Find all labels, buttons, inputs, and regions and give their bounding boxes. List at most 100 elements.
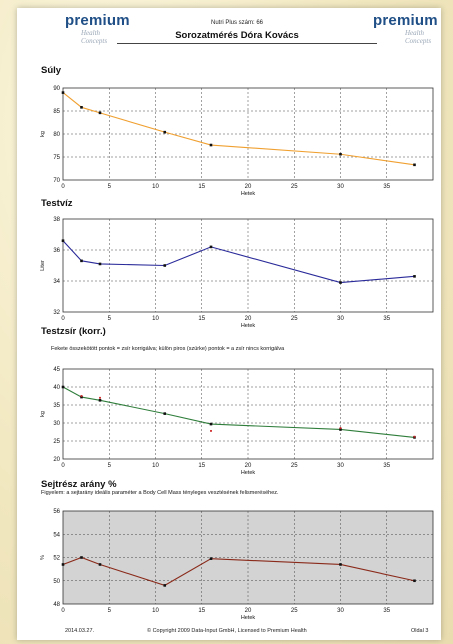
y-tick-label-weight: 75: [53, 155, 60, 161]
chart-note-fat: Fekete összekötött pontok = zsír korrigá…: [51, 346, 285, 352]
x-tick-label-weight: 15: [198, 184, 205, 190]
y-tick-label-fat: 20: [53, 457, 60, 463]
header-rule: [117, 43, 377, 44]
uncorrected-point-fat: [80, 395, 83, 397]
data-point-water: [413, 275, 416, 278]
y-tick-label-cell-ratio: 48: [53, 602, 60, 608]
x-tick-label-fat: 20: [245, 463, 252, 469]
y-tick-label-water: 34: [53, 279, 60, 285]
x-tick-label-fat: 30: [337, 463, 344, 469]
logo-line-health: Health: [81, 29, 101, 37]
y-tick-label-fat: 25: [53, 439, 60, 445]
x-tick-label-cell-ratio: 30: [337, 608, 344, 614]
y-tick-label-weight: 85: [53, 109, 60, 115]
uncorrected-point-fat: [413, 435, 416, 438]
y-axis-label-weight: kg: [40, 131, 46, 137]
data-point-fat: [339, 428, 342, 431]
x-axis-label-water: Hetek: [241, 323, 256, 329]
chart-title-water: Testvíz: [41, 198, 73, 209]
x-tick-label-weight: 25: [291, 184, 298, 190]
data-point-cell-ratio: [163, 584, 167, 587]
data-point-weight: [80, 106, 83, 109]
footer-date: 2014.03.27.: [65, 628, 95, 634]
y-tick-label-cell-ratio: 50: [53, 579, 60, 585]
data-point-weight: [413, 163, 416, 167]
data-point-fat: [209, 422, 213, 426]
data-point-weight: [163, 130, 167, 134]
x-tick-label-weight: 10: [152, 184, 159, 190]
logo-wordmark: premium: [65, 12, 130, 29]
premium-logo-left: premium Health Concepts: [65, 12, 135, 52]
logo-line-concepts: Concepts: [405, 37, 432, 45]
chart-note-cell-ratio: Figyelem: a sejtarány ideális paraméter …: [41, 490, 279, 496]
x-axis-label-fat: Hetek: [241, 470, 256, 476]
report-title: Sorozatmérés Dóra Kovács: [175, 30, 299, 41]
uncorrected-point-fat: [339, 427, 342, 429]
data-point-cell-ratio: [339, 563, 342, 566]
logo-line-health: Health: [405, 29, 425, 37]
x-tick-label-cell-ratio: 5: [108, 608, 112, 614]
y-tick-label-cell-ratio: 56: [53, 509, 60, 515]
x-tick-label-water: 30: [337, 316, 344, 322]
data-point-weight: [339, 152, 342, 156]
y-tick-label-weight: 70: [53, 178, 60, 184]
logo-line-concepts: Concepts: [81, 37, 108, 45]
x-tick-label-water: 10: [152, 316, 159, 322]
premium-logo-right: premium Health Concepts: [373, 12, 443, 52]
y-tick-label-weight: 80: [53, 132, 60, 138]
data-point-weight: [209, 143, 213, 147]
data-point-fat: [98, 399, 102, 402]
x-tick-label-water: 25: [291, 316, 298, 322]
uncorrected-point-fat: [99, 396, 101, 399]
charts-canvas: 0 5 10 15 20 25 30 35 70 75 80 85 90 Hetek kg 0 5 10 15 20 2…: [40, 86, 434, 621]
y-tick-label-water: 32: [53, 310, 60, 316]
x-tick-label-weight: 0: [61, 184, 65, 190]
data-point-water: [61, 239, 65, 242]
data-point-water: [339, 281, 342, 284]
report-number: Nutri Plus szám: 66: [210, 20, 264, 26]
data-point-fat: [61, 385, 65, 389]
data-point-water: [163, 264, 167, 267]
footer-page: Oldal 3: [411, 628, 429, 634]
data-point-cell-ratio: [80, 556, 83, 559]
y-tick-label-water: 36: [53, 248, 60, 254]
y-tick-label-fat: 45: [53, 367, 60, 373]
x-tick-label-fat: 10: [152, 463, 159, 469]
data-point-cell-ratio: [61, 563, 65, 566]
x-tick-label-weight: 5: [108, 184, 112, 190]
data-point-fat: [80, 395, 83, 399]
x-tick-label-weight: 20: [245, 184, 252, 190]
x-tick-label-cell-ratio: 35: [383, 608, 390, 614]
x-tick-label-fat: 15: [198, 463, 205, 469]
x-tick-label-cell-ratio: 20: [245, 608, 252, 614]
data-point-cell-ratio: [98, 563, 102, 566]
x-axis-label-cell-ratio: Hetek: [241, 615, 256, 621]
x-tick-label-fat: 35: [383, 463, 390, 469]
y-axis-label-fat: kg: [40, 411, 46, 417]
x-tick-label-fat: 0: [61, 463, 65, 469]
chart-title-weight: Súly: [41, 65, 62, 76]
data-point-water: [80, 259, 83, 263]
y-tick-label-cell-ratio: 54: [53, 532, 60, 538]
x-tick-label-fat: 5: [108, 463, 112, 469]
chart-title-cell-ratio: Sejtrész arány %: [41, 479, 117, 490]
x-tick-label-cell-ratio: 0: [61, 608, 65, 614]
y-tick-label-water: 38: [53, 217, 60, 223]
x-tick-label-cell-ratio: 25: [291, 608, 298, 614]
data-point-water: [98, 262, 102, 266]
x-tick-label-cell-ratio: 10: [152, 608, 159, 614]
footer-copyright: © Copyright 2009 Data-Input GmbH, Licens…: [147, 628, 307, 634]
x-tick-label-weight: 30: [337, 184, 344, 190]
data-point-weight: [98, 111, 102, 115]
y-tick-label-fat: 40: [53, 385, 60, 391]
x-tick-label-cell-ratio: 15: [198, 608, 205, 614]
chart-title-fat: Testzsír (korr.): [41, 326, 106, 337]
data-point-fat: [163, 412, 167, 415]
data-point-weight: [61, 91, 65, 94]
y-tick-label-fat: 30: [53, 421, 60, 427]
x-tick-label-water: 0: [61, 316, 65, 322]
x-tick-label-water: 5: [108, 316, 112, 322]
x-axis-label-weight: Hetek: [241, 191, 256, 197]
data-point-cell-ratio: [413, 579, 416, 583]
y-tick-label-weight: 90: [53, 86, 60, 92]
